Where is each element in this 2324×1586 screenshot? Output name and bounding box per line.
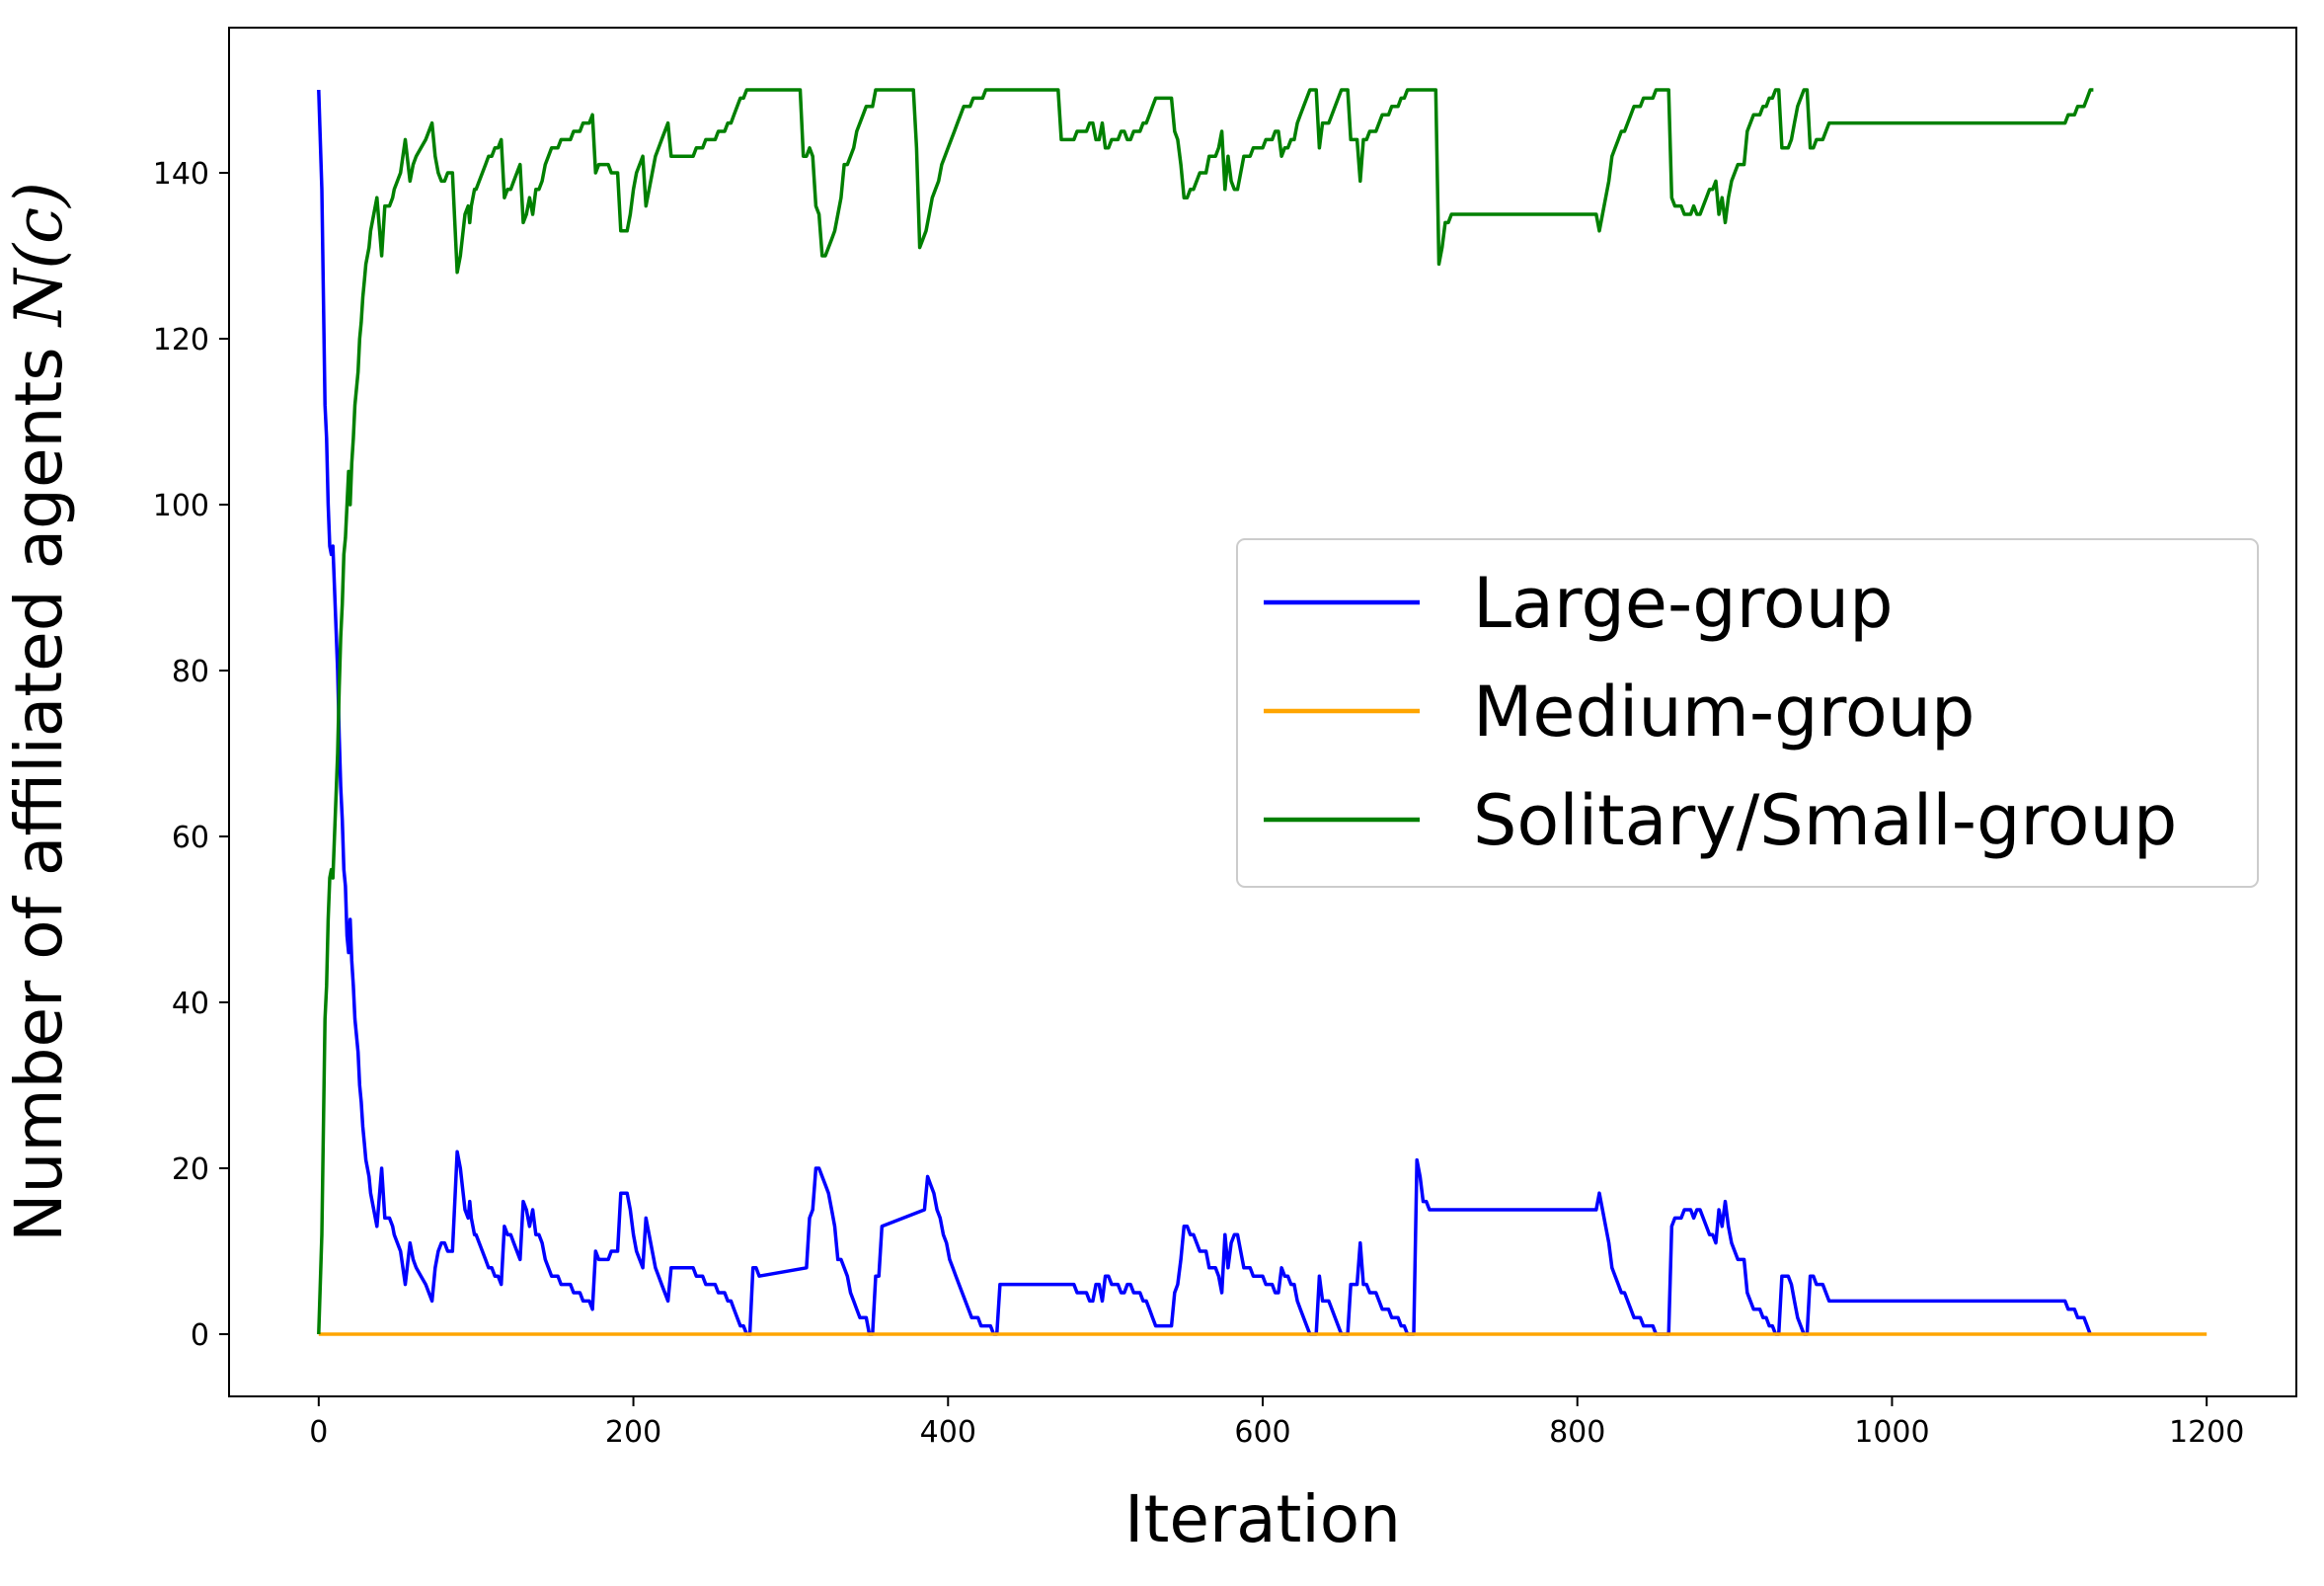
legend-label: Medium-group [1473, 672, 1975, 753]
legend: Large-group Medium-group Solitary/Small-gr… [1236, 538, 2259, 888]
y-tick-label: 120 [153, 323, 209, 357]
x-tick-label: 600 [1234, 1415, 1290, 1450]
legend-label: Large-group [1473, 563, 1894, 644]
legend-label: Solitary/Small-group [1473, 780, 2177, 861]
y-tick-label: 20 [172, 1152, 209, 1187]
x-axis-ticks: 0 200 400 600 800 1000 1200 [309, 1396, 2244, 1450]
x-axis-label: Iteration [1124, 1481, 1401, 1557]
y-axis-label: Number of affiliated agents N(c) [1, 182, 77, 1242]
x-tick-label: 800 [1549, 1415, 1605, 1450]
y-tick-label: 0 [191, 1318, 209, 1353]
x-tick-label: 0 [309, 1415, 328, 1450]
series-line-solitary-small-group [317, 88, 2094, 1335]
x-tick-label: 400 [920, 1415, 976, 1450]
y-tick-label: 40 [172, 987, 209, 1021]
series-layer [317, 88, 2208, 1336]
x-tick-label: 1000 [1854, 1415, 1929, 1450]
y-tick-label: 140 [153, 157, 209, 192]
y-tick-label: 80 [172, 655, 209, 689]
x-tick-label: 200 [605, 1415, 661, 1450]
y-axis-label-math: N(c) [1, 182, 77, 328]
legend-frame [1236, 538, 2259, 888]
y-axis-label-text: Number of affiliated agents [1, 347, 77, 1241]
y-tick-label: 100 [153, 489, 209, 523]
y-tick-label: 60 [172, 821, 209, 855]
x-tick-label: 1200 [2169, 1415, 2244, 1450]
y-axis-ticks: 0 20 40 60 80 100 120 140 [153, 157, 229, 1353]
